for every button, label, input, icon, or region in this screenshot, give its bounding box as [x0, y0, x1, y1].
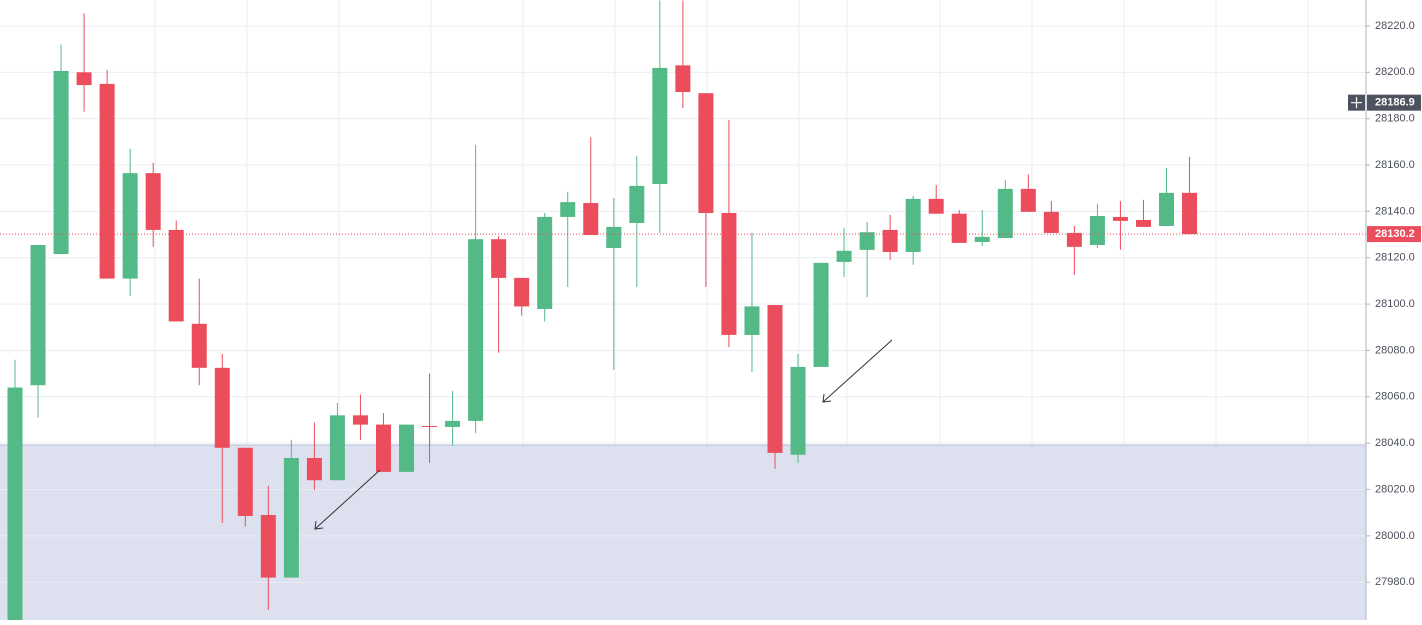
candle-body [1020, 188, 1036, 212]
candle-body [1112, 216, 1128, 221]
candle-body [260, 515, 276, 578]
candle-body [237, 447, 253, 516]
y-tick-label: 28000.0 [1375, 530, 1415, 542]
candle-body [905, 198, 921, 252]
crosshair-plus [1351, 97, 1362, 109]
annotation-arrow [314, 339, 893, 530]
y-tick-label: 28040.0 [1375, 437, 1415, 449]
candle-body [928, 198, 944, 214]
candle-body [375, 424, 391, 472]
y-tick-label: 28180.0 [1375, 113, 1415, 125]
candle-body [744, 306, 760, 335]
candle-body [214, 367, 230, 448]
candle-body [191, 323, 207, 368]
crosshair-box [1367, 94, 1421, 111]
candle-body [583, 203, 599, 236]
candle-body [1159, 192, 1174, 226]
candle-body [329, 415, 345, 481]
y-tick-label: 28140.0 [1375, 205, 1415, 217]
candle-body [514, 277, 530, 307]
y-tick-label: 28200.0 [1375, 66, 1415, 78]
candle-body [813, 262, 829, 367]
y-tick-label: 28160.0 [1375, 159, 1415, 171]
candle-body [606, 226, 622, 248]
candle-body [790, 366, 806, 455]
candle-body [1182, 192, 1198, 235]
candle-body [468, 239, 484, 421]
candle-body [7, 387, 23, 620]
last-price-label: 28130.2 [1375, 228, 1415, 240]
candle-body [306, 457, 322, 481]
candle-body [721, 213, 737, 335]
candle-body [537, 216, 553, 309]
last-price-box [1367, 226, 1421, 243]
candle-body [652, 67, 668, 185]
candle-body [53, 70, 69, 255]
candle-body [99, 83, 115, 279]
crosshair-label: 28186.9 [1375, 97, 1415, 109]
candle-body [629, 185, 645, 223]
y-tick-label: 28120.0 [1375, 252, 1415, 264]
candle-body [675, 65, 691, 93]
y-tick-label: 28060.0 [1375, 391, 1415, 403]
candle-body [491, 239, 507, 278]
y-tick-label: 28220.0 [1375, 20, 1415, 32]
candle-body [145, 173, 161, 230]
candle-body [76, 72, 92, 86]
y-tick-label: 28020.0 [1375, 483, 1415, 495]
candle-body [1066, 232, 1082, 247]
candle-body [698, 93, 714, 214]
candle-body [30, 244, 46, 386]
candle-body [352, 415, 368, 425]
candle-body [168, 229, 184, 322]
candle-body [859, 232, 875, 250]
candle-body [1089, 216, 1105, 245]
candle-body [997, 188, 1013, 239]
candle-body [1043, 211, 1059, 233]
candle-body [882, 229, 898, 252]
support-zone [0, 445, 1366, 620]
candle-body [951, 213, 967, 243]
y-tick-label: 28100.0 [1375, 298, 1415, 310]
candle-body [836, 250, 852, 262]
y-tick-label: 28080.0 [1375, 344, 1415, 356]
candle-body [399, 424, 415, 472]
candle-body [767, 305, 783, 453]
candle-body [283, 457, 299, 578]
candle-body [974, 236, 990, 242]
candle-body [1135, 219, 1151, 227]
candle-body [122, 173, 138, 279]
candle-body [422, 426, 438, 428]
candle-body [445, 420, 461, 427]
candle-body [560, 202, 576, 217]
y-tick-label: 27980.0 [1375, 576, 1415, 588]
